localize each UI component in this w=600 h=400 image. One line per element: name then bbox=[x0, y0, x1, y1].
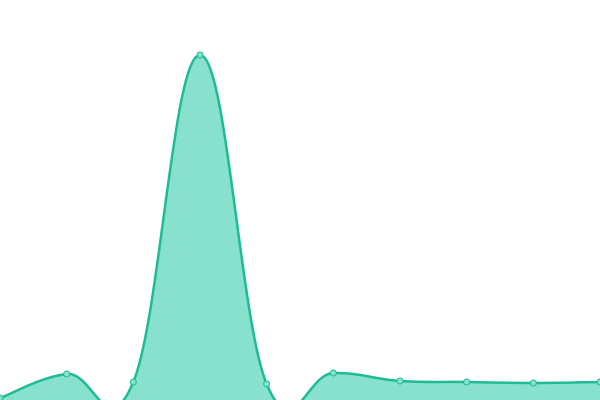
point bbox=[596, 378, 600, 386]
point bbox=[196, 51, 204, 59]
point bbox=[263, 380, 271, 388]
point bbox=[463, 378, 471, 386]
point bbox=[129, 378, 137, 386]
point bbox=[63, 370, 71, 378]
point bbox=[396, 377, 404, 385]
area bbox=[0, 54, 600, 400]
point bbox=[529, 379, 537, 387]
point bbox=[0, 394, 4, 400]
point bbox=[329, 369, 337, 377]
line bbox=[0, 53, 600, 400]
